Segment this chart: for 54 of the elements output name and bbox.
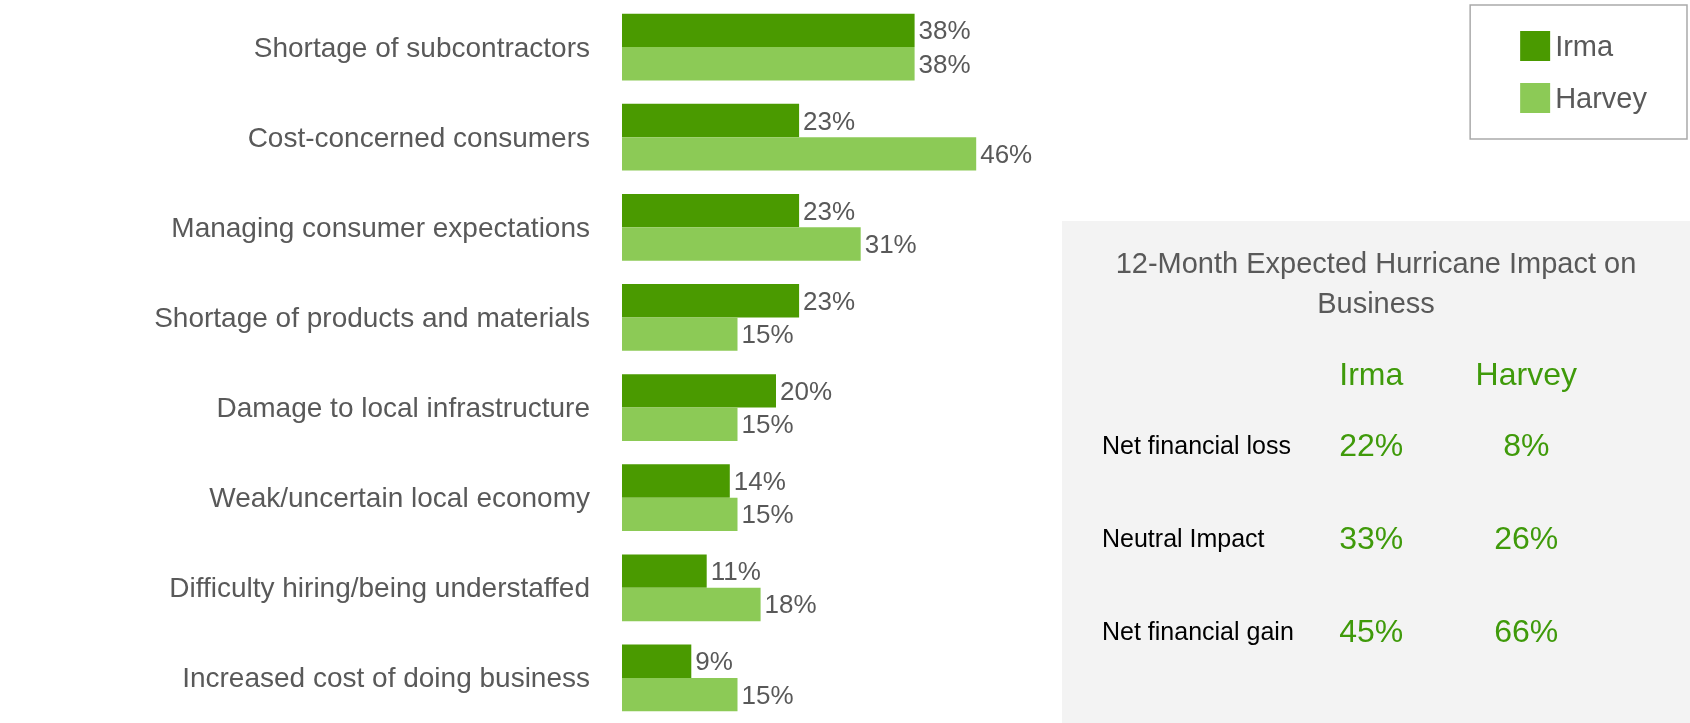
text: 26% [1493, 519, 1560, 558]
text: 8% [1502, 426, 1551, 465]
data-label: 11% [710, 556, 761, 587]
bar [622, 13, 915, 48]
bar [622, 644, 692, 678]
data-label: 15% [741, 679, 794, 710]
text: Irma [1338, 354, 1405, 394]
text: 33% [1338, 519, 1405, 558]
bar [622, 587, 761, 622]
text: Harvey [1474, 354, 1578, 394]
data-label: 15% [741, 319, 794, 350]
text: 45% [1338, 612, 1405, 651]
text: Net financial gain [1102, 616, 1294, 647]
data-label: 23% [803, 195, 856, 226]
data-label: 14% [733, 466, 786, 497]
y-tick-label: Increased cost of doing business [182, 662, 590, 694]
bar [622, 374, 776, 408]
y-tick-label: Cost-concerned consumers [247, 121, 590, 153]
data-label: 38% [918, 48, 971, 79]
data-label: 38% [918, 15, 971, 46]
bar [622, 47, 915, 81]
y-tick-label: Managing consumer expectations [171, 211, 590, 243]
text: Net financial loss [1102, 430, 1292, 461]
data-label: 20% [780, 375, 833, 406]
bar [622, 317, 738, 351]
y-tick-label: Shortage of subcontractors [253, 31, 590, 63]
text: 66% [1493, 612, 1560, 651]
legend-label: Irma [1555, 30, 1615, 62]
bar [622, 193, 800, 228]
bar [622, 677, 738, 712]
y-tick-label: Damage to local infrastructure [216, 392, 590, 424]
data-label: 46% [980, 138, 1033, 169]
bar [622, 284, 800, 318]
bar [622, 227, 861, 261]
text: Neutral Impact [1102, 523, 1266, 554]
bar [622, 103, 800, 138]
text: 22% [1338, 426, 1405, 465]
y-tick-label: Shortage of products and materials [154, 301, 590, 333]
bar [622, 137, 977, 171]
text: 12-Month Expected Hurricane Impact on Business [1114, 246, 1638, 321]
data-label: 23% [803, 105, 856, 136]
bar [622, 407, 738, 441]
y-tick-label: Difficulty hiring/being understaffed [169, 572, 590, 604]
bar [622, 497, 738, 532]
bar [622, 464, 730, 498]
data-label: 18% [764, 589, 817, 620]
bar [622, 554, 707, 588]
data-label: 15% [741, 499, 794, 530]
data-label: 23% [803, 285, 856, 316]
data-label: 15% [741, 409, 794, 440]
data-label: 31% [864, 228, 917, 259]
data-label: 9% [695, 646, 733, 677]
legend-label: Harvey [1555, 82, 1648, 114]
y-tick-label: Weak/uncertain local economy [209, 482, 590, 514]
